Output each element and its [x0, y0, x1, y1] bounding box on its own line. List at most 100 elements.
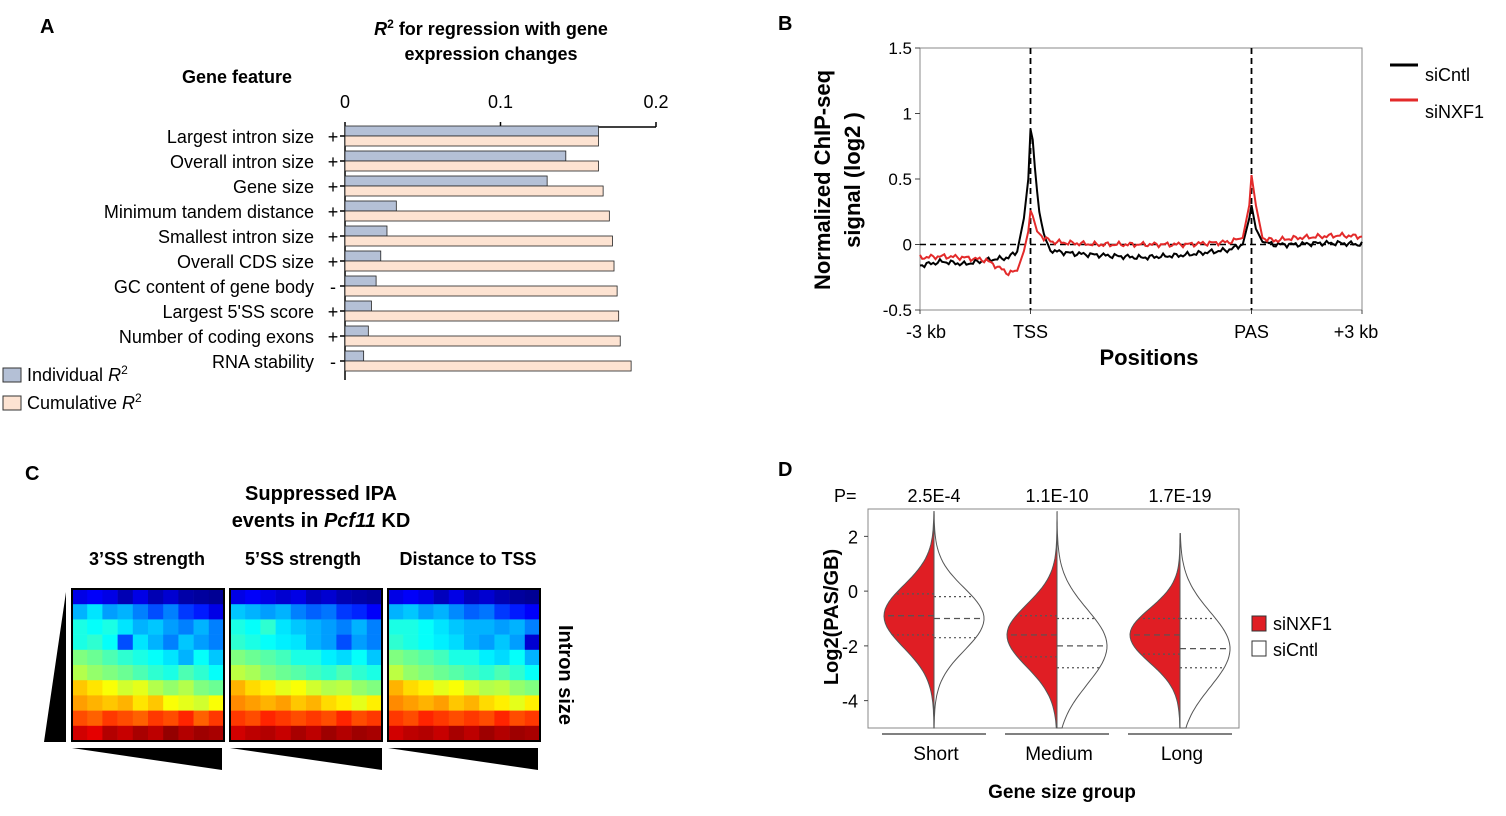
panel-b-series [919, 128, 1363, 277]
heatmap-cell [193, 634, 210, 651]
heatmap-cell [464, 649, 480, 666]
heatmap-cell [193, 725, 210, 742]
heatmap-cell [494, 710, 510, 727]
bar-individual [344, 225, 388, 237]
heatmap-cell [403, 665, 419, 681]
heatmap-cell [403, 695, 419, 711]
heatmap-cell [403, 725, 419, 742]
heatmap-cell [336, 649, 352, 666]
heatmap-cell [336, 725, 352, 742]
heatmap-cell [208, 604, 225, 620]
heatmap-cell [448, 695, 465, 711]
heatmap-cell [117, 695, 134, 711]
category-label: Number of coding exons [119, 327, 314, 347]
heatmap-cell [178, 695, 194, 711]
heatmap-cell [208, 710, 225, 727]
heatmap-cell [464, 695, 480, 711]
violin-sicntl [933, 510, 985, 729]
category-label: Overall intron size [170, 152, 314, 172]
category-label: GC content of gene body [114, 277, 314, 297]
heatmap-cell [132, 665, 149, 681]
panel-label-b: B [778, 13, 792, 35]
panel-a-bars [344, 125, 632, 372]
bar-cumulative [344, 335, 621, 347]
heatmap-cell [72, 665, 88, 681]
panel-b-plot-frame [919, 47, 1363, 311]
bar-individual [344, 175, 548, 187]
heatmap-cell [321, 649, 337, 666]
heatmap-cell [388, 619, 404, 635]
category-sign: + [328, 302, 339, 322]
heatmap-2-wedge [230, 748, 382, 770]
panel-b-ylabel-line1: Normalized ChIP-seq [810, 70, 835, 290]
heatmap-cell [509, 604, 526, 620]
heatmap-cell [433, 604, 450, 620]
heatmap-cell [193, 619, 210, 635]
heatmap-cell [448, 634, 465, 651]
legend-individual-sup: 2 [121, 363, 128, 377]
heatmap-cell [193, 589, 210, 605]
category-label: RNA stability [212, 352, 314, 372]
heatmap-cell [178, 604, 194, 620]
heatmap-cell [388, 725, 404, 742]
heatmap-cell [524, 619, 541, 635]
heatmap-cell [448, 665, 465, 681]
category-sign: + [328, 202, 339, 222]
heatmap-cell [245, 710, 261, 727]
heatmap-cell [102, 589, 118, 605]
heatmap-cell [464, 634, 480, 651]
legend-cumulative-sup: 2 [135, 391, 142, 405]
heatmap-cell [306, 710, 322, 727]
heatmap-cell [366, 665, 383, 681]
panel-c-title-suffix: KD [376, 510, 410, 532]
panel-d-xlabel: Gene size group [988, 782, 1136, 803]
legend-individual-r: R [108, 365, 121, 385]
heatmap-cell [418, 619, 434, 635]
heatmap-cell [448, 604, 465, 620]
heatmap-cell [87, 680, 103, 696]
legend-swatch-sicntl-d [1251, 640, 1267, 657]
heatmap-cell [479, 604, 495, 620]
heatmap-cell [366, 710, 383, 727]
heatmap-cell [117, 589, 134, 605]
heatmap-cell [208, 634, 225, 651]
heatmap-cell [260, 649, 276, 666]
heatmap-cell [509, 710, 526, 727]
legend-cumulative-text: Cumulative [27, 393, 122, 413]
heatmap-cell [230, 680, 246, 696]
x-tick-label: TSS [1013, 322, 1048, 342]
category-label: Largest intron size [167, 127, 314, 147]
heatmap-cell [260, 680, 276, 696]
x-category-label: Short [913, 744, 959, 765]
heatmap-cell [117, 649, 134, 666]
bar-individual [344, 350, 365, 362]
y-tick-label: -4 [842, 692, 858, 712]
heatmap-cell [208, 665, 225, 681]
bar-individual [344, 300, 372, 312]
heatmap-3-wedge [388, 748, 538, 770]
heatmap-cell [388, 634, 404, 651]
heatmap-cell [163, 634, 179, 651]
heatmap-cell [87, 619, 103, 635]
legend-cumulative-r: R [122, 393, 135, 413]
heatmap-cell [351, 665, 368, 681]
heatmap-cell [163, 649, 179, 666]
heatmap-cell [366, 619, 383, 635]
category-sign: + [328, 252, 339, 272]
heatmap-cell [509, 665, 526, 681]
heatmap-cell [102, 725, 118, 742]
heatmap-cell [178, 634, 194, 651]
heatmap-cell [418, 589, 434, 605]
heatmap-cell [275, 725, 292, 742]
heatmap-cell [163, 710, 179, 727]
heatmap-cell [275, 695, 292, 711]
panel-a-title-line2: expression changes [404, 44, 577, 64]
heatmap-cell [494, 680, 510, 696]
heatmap-cell [524, 589, 541, 605]
heatmap-cell [290, 619, 307, 635]
heatmap-cell [87, 725, 103, 742]
heatmap-cell [208, 680, 225, 696]
bar-individual [344, 150, 567, 162]
x-category-label: Long [1161, 744, 1203, 765]
heatmap-cell [245, 665, 261, 681]
